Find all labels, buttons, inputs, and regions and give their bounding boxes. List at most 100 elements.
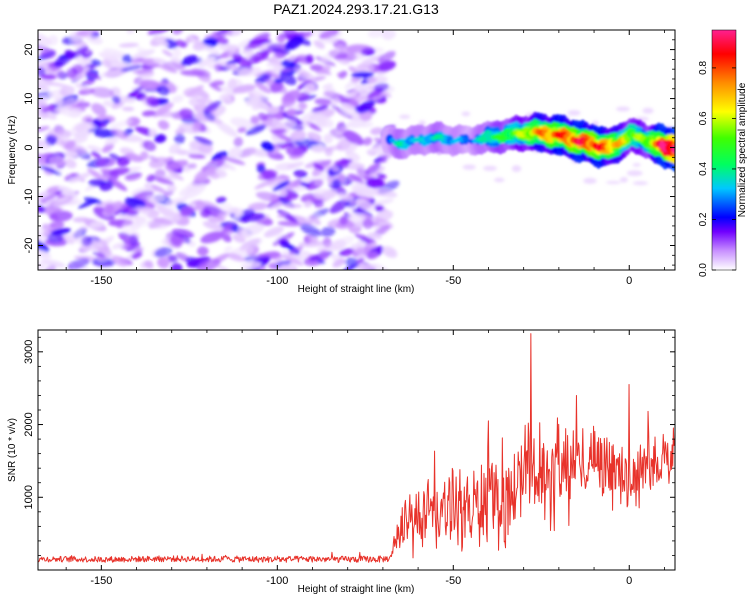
noise-blob (77, 30, 90, 38)
noise-blob (83, 197, 102, 204)
noise-blob (90, 59, 103, 66)
noise-blob (277, 221, 302, 227)
noise-blob (91, 103, 107, 116)
noise-blob (192, 41, 206, 51)
noise-blob (274, 49, 287, 59)
noise-blob (263, 226, 284, 238)
noise-blob (142, 140, 157, 152)
noise-blob (642, 107, 654, 114)
noise-blob (370, 127, 384, 135)
noise-blob (197, 246, 209, 256)
noise-blob (632, 163, 641, 167)
noise-blob (148, 128, 158, 137)
noise-blob (377, 60, 396, 72)
noise-blob (369, 166, 385, 177)
noise-blob (137, 58, 161, 68)
noise-blob (85, 118, 107, 127)
noise-blob (70, 46, 89, 59)
noise-blob (215, 30, 232, 35)
noise-blob (69, 67, 94, 81)
colorbar-tick-label: 0.2 (698, 212, 709, 226)
noise-blob (122, 106, 135, 112)
noise-blob (303, 82, 316, 94)
noise-blob (257, 112, 268, 121)
noise-blob (59, 85, 75, 97)
noise-blob (186, 182, 198, 193)
noise-blob (269, 250, 283, 261)
noise-blob (511, 165, 522, 173)
noise-blob (72, 216, 90, 223)
colorbar-tick-label: 0.4 (698, 162, 709, 176)
x-tick-label: -150 (90, 575, 112, 587)
noise-blob (136, 47, 149, 55)
noise-blob (156, 85, 170, 96)
noise-blob (583, 177, 597, 184)
noise-blob (204, 167, 227, 179)
ridge-blob (462, 136, 469, 142)
snr-panel: -150 -100 -50 0 1000 2000 3000 Height of stra… (7, 329, 676, 595)
noise-blob (208, 83, 222, 92)
noise-blob (38, 84, 50, 91)
noise-blob (151, 184, 168, 194)
noise-blob (281, 254, 304, 266)
noise-blob (270, 193, 280, 204)
noise-blob (169, 236, 183, 248)
noise-blob (225, 252, 246, 262)
noise-blob (78, 225, 88, 234)
noise-blob (350, 76, 361, 83)
noise-blob (220, 93, 233, 104)
chart-title: PAZ1.2024.293.17.21.G13 (273, 1, 439, 17)
noise-blob (303, 71, 315, 81)
noise-blob (240, 261, 262, 270)
noise-blob (121, 54, 133, 65)
noise-blob (186, 256, 211, 268)
noise-blob (329, 190, 338, 198)
noise-blob (131, 49, 156, 60)
noise-blob (91, 151, 101, 159)
y-tick-label: 1000 (23, 485, 35, 509)
noise-blob (250, 148, 269, 157)
noise-blob (42, 192, 58, 203)
noise-blob (272, 232, 295, 246)
noise-blob (232, 30, 244, 36)
noise-blob (261, 141, 275, 152)
noise-blob (275, 162, 296, 171)
snr-y-label: SNR (10 * v/v) (7, 418, 18, 482)
noise-blob (188, 163, 197, 169)
x-tick-label: 0 (626, 575, 632, 587)
colorbar-tick-label: 0.8 (698, 61, 709, 75)
noise-blob (172, 47, 182, 58)
noise-blob (272, 128, 287, 134)
noise-blob (288, 246, 303, 256)
noise-blob (230, 117, 255, 130)
noise-blob (308, 215, 321, 226)
noise-blob (158, 64, 178, 74)
noise-blob (181, 55, 198, 66)
noise-blob (265, 78, 288, 94)
noise-blob (305, 54, 314, 64)
noise-blob (49, 210, 73, 222)
noise-blob (111, 99, 125, 109)
noise-blob (228, 147, 242, 159)
noise-blob (234, 211, 244, 218)
snr-plot-area (38, 330, 675, 570)
noise-blob (112, 242, 124, 250)
noise-blob (72, 133, 84, 139)
noise-blob (310, 123, 319, 130)
noise-blob (141, 110, 156, 117)
noise-blob (316, 117, 327, 128)
noise-blob (382, 30, 396, 41)
noise-blob (111, 53, 122, 61)
noise-blob (344, 257, 358, 266)
noise-blob (344, 142, 358, 153)
noise-blob (201, 200, 224, 217)
x-tick-label: -50 (445, 575, 461, 587)
noise-blob (229, 213, 249, 224)
noise-blob (131, 251, 143, 260)
noise-blob (86, 35, 103, 45)
noise-blob (303, 200, 313, 208)
snr-series-line (38, 333, 675, 563)
noise-blob (331, 104, 353, 119)
noise-blob (166, 184, 177, 193)
